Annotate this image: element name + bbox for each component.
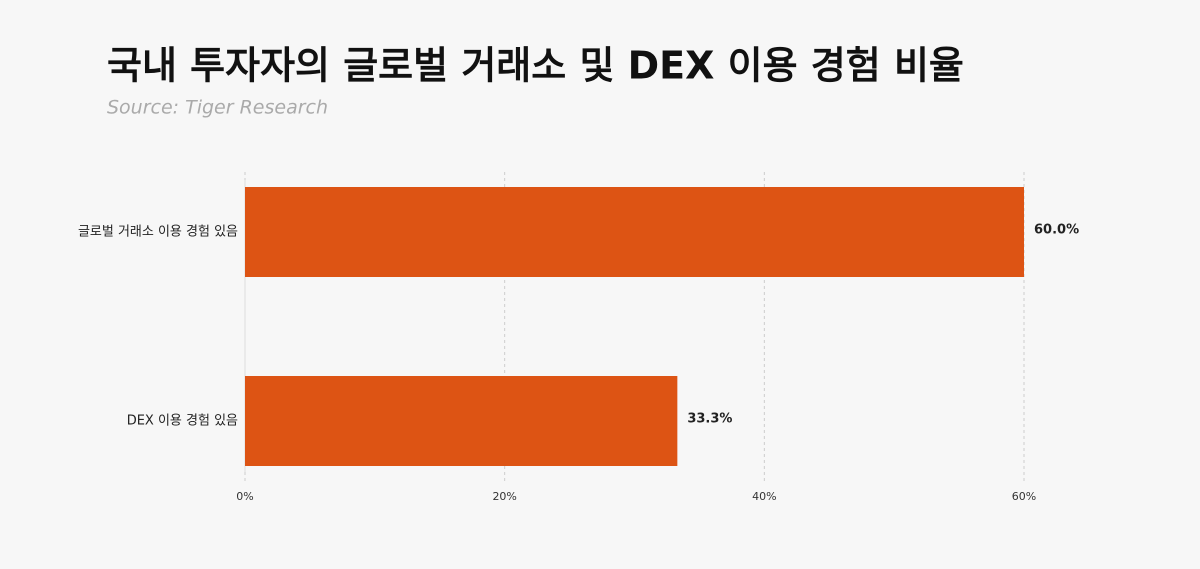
bar xyxy=(245,376,678,466)
x-tick-label: 60% xyxy=(1012,490,1036,503)
x-tick-label: 20% xyxy=(492,490,516,503)
x-tick-label: 40% xyxy=(752,490,776,503)
bar xyxy=(245,187,1024,277)
x-tick-label: 0% xyxy=(236,490,253,503)
value-label: 60.0% xyxy=(1034,223,1079,238)
value-label: 33.3% xyxy=(687,412,732,427)
chart-subtitle: Source: Tiger Research xyxy=(107,97,328,119)
y-tick-label: 글로벌 거래소 이용 경험 있음 xyxy=(78,225,238,240)
chart-title: 국내 투자자의 글로벌 거래소 및 DEX 이용 경험 비율 xyxy=(107,44,964,88)
y-tick-label: DEX 이용 경험 있음 xyxy=(127,414,238,429)
